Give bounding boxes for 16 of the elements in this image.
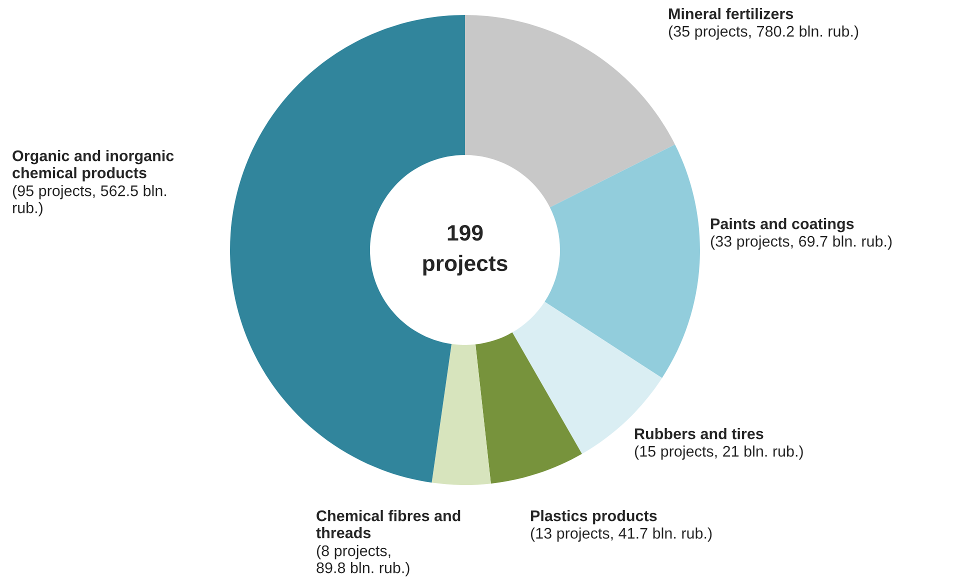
slice-label: Plastics products bbox=[531, 510, 657, 524]
donut-slice bbox=[475, 332, 582, 484]
slice-label: Organic and inorganic chemical products bbox=[12, 150, 174, 182]
slice-label: Rubbers and tires bbox=[635, 428, 764, 440]
data-label: (35 projects, 780.2 bln. rub.) bbox=[668, 26, 858, 40]
data-label: (95 projects, 562.5 bln. rub.) bbox=[12, 185, 166, 216]
slice-label: Chemical fibres and threads bbox=[316, 510, 460, 538]
data-label: (15 projects, 21 bln. rub.) bbox=[634, 446, 803, 460]
donut-slice bbox=[432, 344, 491, 485]
data-label: (33 projects, 69.7 bln. rub.) bbox=[710, 236, 892, 250]
data-label: (8 projects, 89.8 bln. rub.) bbox=[316, 545, 410, 576]
donut-slice bbox=[544, 144, 700, 378]
text: 199 projects bbox=[423, 225, 508, 276]
slice-label: Mineral fertilizers bbox=[669, 8, 794, 20]
slice-label: Paints and coatings bbox=[711, 218, 854, 232]
data-label: (13 projects, 41.7 bln. rub.) bbox=[530, 528, 712, 542]
